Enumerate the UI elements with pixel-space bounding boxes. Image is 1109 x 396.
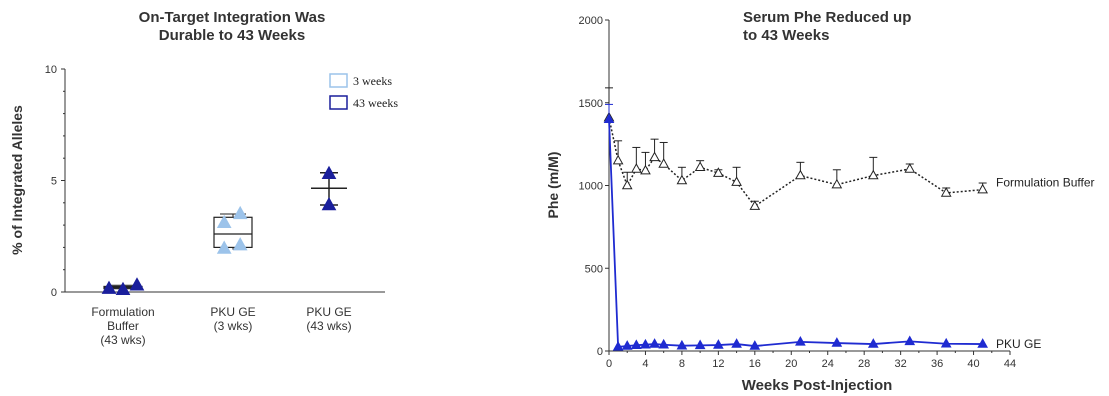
pku-ge-point (603, 113, 615, 124)
formulation-buffer-point (621, 179, 633, 190)
pku-ge-series-label: PKU GE (996, 337, 1041, 351)
right-xtick-label: 4 (642, 358, 648, 370)
formulation-buffer-point (676, 174, 688, 185)
left-ytick-label: 10 (45, 64, 57, 76)
pku-ge-point (795, 336, 806, 346)
formulation-buffer-point (940, 187, 952, 197)
formulation-buffer-series-label: Formulation Buffer (996, 176, 1095, 190)
right-ytick-label: 1000 (579, 181, 603, 193)
formulation-buffer-point (977, 183, 989, 194)
pku-ge-point (940, 337, 952, 348)
pku-ge-line (608, 119, 983, 348)
pku-ge-point (977, 338, 989, 348)
pku-ge-point (640, 338, 651, 349)
left-category-label: PKU GE (306, 305, 351, 319)
formulation-buffer-point (630, 163, 642, 173)
pku-ge-point (867, 338, 879, 348)
right-xtick-label: 40 (967, 358, 979, 370)
right-xtick-label: 8 (679, 358, 685, 370)
right-ytick-label: 0 (597, 346, 603, 358)
point-43-weeks (321, 196, 337, 211)
point-3-weeks (216, 214, 232, 229)
pku-ge-point (713, 339, 724, 349)
formulation-buffer-point (904, 163, 916, 173)
pku-ge-point (630, 339, 642, 349)
right-xtick-label: 36 (931, 358, 943, 370)
point-3-weeks (232, 237, 248, 251)
left-category-label: PKU GE (210, 305, 255, 319)
right-xtick-label: 32 (895, 358, 907, 370)
right-ytick-label: 2000 (579, 15, 603, 27)
right-y-axis-label: Phe (m/M) (545, 152, 561, 219)
formulation-buffer-point (749, 200, 761, 210)
formulation-buffer-point (831, 178, 843, 189)
point-43-weeks (321, 165, 337, 179)
left-category-label: (3 wks) (214, 319, 253, 333)
formulation-buffer-point (795, 169, 806, 180)
formulation-buffer-point (867, 169, 879, 180)
right-xtick-label: 24 (822, 358, 834, 370)
left-category-label: (43 wks) (100, 333, 145, 347)
legend-swatch (329, 95, 348, 110)
pku-ge-point (749, 340, 761, 350)
right-xtick-label: 12 (712, 358, 724, 370)
pku-ge-point (831, 337, 843, 347)
point-43-weeks (101, 280, 117, 294)
pku-ge-point (694, 339, 706, 350)
pku-ge-point (676, 339, 688, 350)
right-xtick-label: 44 (1004, 358, 1016, 370)
formulation-buffer-point (640, 164, 651, 175)
right-chart-title-line-0: Serum Phe Reduced up (743, 9, 911, 26)
formulation-buffer-point (658, 158, 670, 168)
pku-ge-point (649, 338, 660, 348)
left-y-axis-label: % of Integrated Alleles (9, 105, 25, 255)
point-43-weeks (129, 277, 145, 291)
pku-ge-point (621, 340, 633, 350)
point-43-weeks (115, 281, 131, 295)
pku-ge-point (731, 338, 742, 348)
right-xtick-label: 20 (785, 358, 797, 370)
point-3-weeks (216, 240, 232, 254)
pku-ge-point (904, 335, 916, 346)
left-category-label: Formulation (91, 305, 154, 319)
right-chart-title-line-1: to 43 Weeks (743, 27, 829, 44)
legend-swatch (329, 73, 348, 88)
pku-ge-point (658, 338, 670, 349)
left-chart-title-line-1: Durable to 43 Weeks (159, 27, 305, 44)
right-ytick-label: 500 (585, 263, 603, 275)
formulation-buffer-point (731, 176, 742, 186)
formulation-buffer-point (649, 151, 660, 162)
legend-label: 3 weeks (353, 74, 392, 88)
right-xtick-label: 16 (749, 358, 761, 370)
right-ytick-label: 1500 (579, 98, 603, 110)
right-xtick-label: 0 (606, 358, 612, 370)
right-x-axis-label: Weeks Post-Injection (742, 377, 893, 394)
box-iqr (213, 216, 253, 248)
formulation-buffer-point (694, 161, 706, 172)
right-xtick-label: 28 (858, 358, 870, 370)
left-category-label: (43 wks) (306, 319, 351, 333)
formulation-buffer-point (612, 154, 624, 165)
point-3-weeks (232, 205, 248, 220)
legend-label: 43 weeks (353, 96, 398, 110)
left-ytick-label: 5 (51, 176, 57, 188)
left-chart-title-line-0: On-Target Integration Was (139, 9, 326, 26)
left-category-label: Buffer (107, 319, 139, 333)
left-ytick-label: 0 (51, 287, 57, 299)
formulation-buffer-point (713, 167, 724, 177)
pku-ge-point (612, 340, 624, 351)
